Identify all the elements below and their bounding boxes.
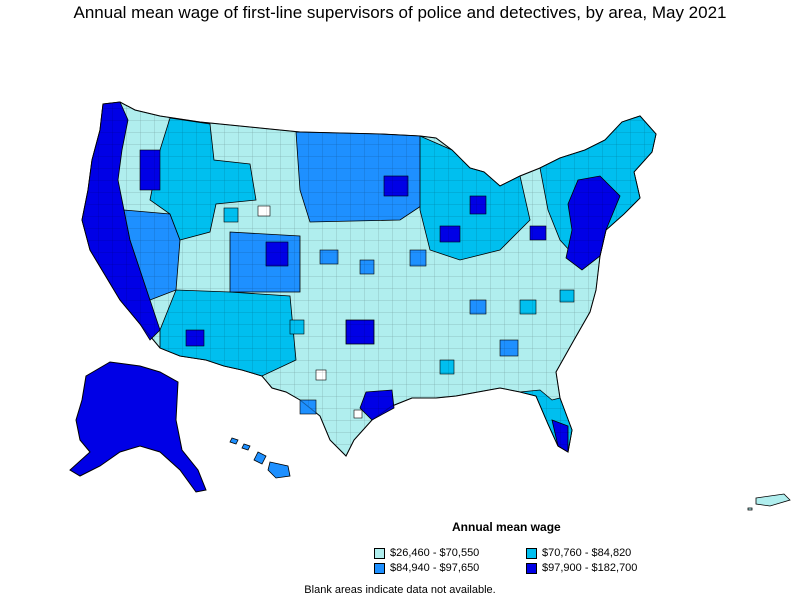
legend-label-tier2: $70,760 - $84,820	[542, 547, 632, 559]
map-title: Annual mean wage of first-line superviso…	[73, 3, 727, 22]
legend-swatch-tier4	[526, 562, 537, 574]
legend-label-tier3: $84,940 - $97,650	[390, 562, 480, 574]
legend-label-tier4: $97,900 - $182,700	[542, 562, 638, 574]
legend-swatch-tier3	[374, 562, 385, 574]
puerto-rico-shape	[747, 493, 791, 511]
alaska-shape	[69, 361, 207, 493]
legend-item-tier3: $84,940 - $97,650	[374, 562, 479, 574]
area-boundaries	[81, 101, 657, 457]
legend-title: Annual mean wage	[452, 520, 561, 534]
legend-item-tier4: $97,900 - $182,700	[526, 562, 637, 574]
legend-item-tier2: $70,760 - $84,820	[526, 547, 631, 559]
map-legend: Annual mean wage $26,460 - $70,550 $70,7…	[370, 518, 670, 578]
footnote: Blank areas indicate data not available.	[304, 584, 496, 596]
hawaii-shape	[229, 437, 291, 479]
legend-swatch-tier1	[374, 547, 385, 559]
legend-swatch-tier2	[526, 547, 537, 559]
legend-label-tier1: $26,460 - $70,550	[390, 547, 480, 559]
legend-item-tier1: $26,460 - $70,550	[374, 547, 479, 559]
